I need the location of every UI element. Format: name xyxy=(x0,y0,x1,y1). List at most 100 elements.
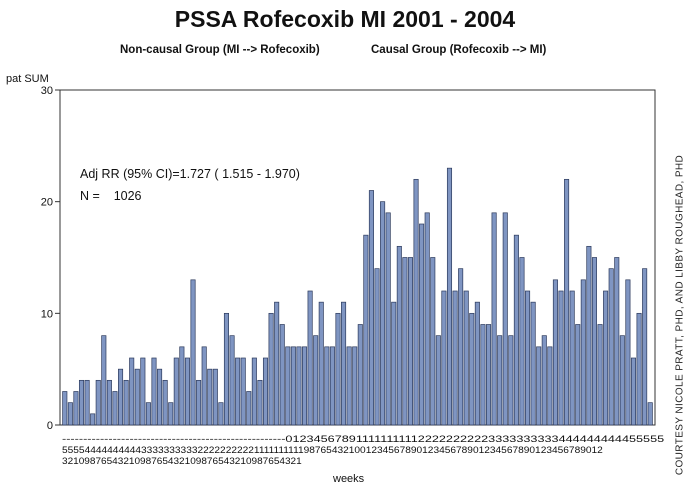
bar xyxy=(463,290,469,426)
bar xyxy=(380,201,386,426)
bar xyxy=(262,357,269,426)
bar xyxy=(67,402,73,426)
bar xyxy=(134,368,140,426)
bar xyxy=(647,402,653,426)
bar xyxy=(78,379,85,426)
bar xyxy=(608,268,614,426)
bar xyxy=(123,379,129,426)
bar xyxy=(558,290,564,426)
bar xyxy=(95,379,101,426)
bar xyxy=(290,346,296,426)
bar xyxy=(352,346,358,426)
bar xyxy=(313,335,319,426)
bar xyxy=(101,335,107,426)
bar xyxy=(218,402,224,426)
bar xyxy=(368,190,374,426)
bar xyxy=(385,212,391,426)
bar xyxy=(223,312,230,426)
annotation-adj-rr: Adj RR (95% CI)=1.727 ( 1.515 - 1.970) xyxy=(80,167,300,181)
bar xyxy=(435,335,441,426)
y-axis-label: pat SUM xyxy=(6,73,49,85)
bar xyxy=(502,212,508,426)
x-axis-label: weeks xyxy=(333,473,365,485)
bar xyxy=(419,223,425,426)
bar xyxy=(279,324,285,426)
bar xyxy=(536,346,542,426)
bar xyxy=(630,357,637,426)
bar xyxy=(307,290,313,426)
bar xyxy=(73,391,79,426)
bar xyxy=(240,357,246,426)
bar xyxy=(547,346,553,426)
bar xyxy=(168,402,174,426)
bar xyxy=(413,178,419,426)
bar xyxy=(614,257,620,426)
bar xyxy=(569,290,575,426)
bar xyxy=(335,312,341,426)
bar xyxy=(302,346,308,426)
bar xyxy=(396,245,402,426)
bar xyxy=(112,391,118,426)
bar xyxy=(580,279,586,426)
bar xyxy=(341,301,347,426)
bar xyxy=(591,257,597,426)
x-tick-labels-row: 3210987654321098765432109876543210987654… xyxy=(62,456,302,466)
bar xyxy=(151,357,157,426)
bar xyxy=(357,324,363,426)
annotation-n: N = 1026 xyxy=(80,189,142,203)
bar xyxy=(363,234,369,426)
bar xyxy=(190,279,196,426)
bar xyxy=(285,346,291,426)
bar xyxy=(430,257,436,426)
chart-title: PSSA Rofecoxib MI 2001 - 2004 xyxy=(174,6,516,32)
bar xyxy=(497,335,503,426)
y-tick-label: 0 xyxy=(47,420,53,432)
bar xyxy=(129,357,135,426)
bar xyxy=(480,324,486,426)
bar xyxy=(642,268,648,426)
bar xyxy=(246,391,252,426)
bar xyxy=(173,357,179,426)
bar xyxy=(162,379,168,426)
bar xyxy=(257,379,263,426)
bar xyxy=(179,346,185,426)
bar xyxy=(530,301,536,426)
bar xyxy=(212,368,218,426)
bar xyxy=(84,379,90,426)
bar xyxy=(274,301,280,426)
bar xyxy=(296,346,302,426)
bar xyxy=(90,413,96,426)
bar xyxy=(407,257,413,426)
bar xyxy=(491,212,497,426)
bar xyxy=(452,290,458,426)
bar xyxy=(603,290,609,426)
bar xyxy=(625,279,631,426)
bar xyxy=(268,312,274,426)
bar xyxy=(586,245,592,426)
bar xyxy=(106,379,112,426)
bar xyxy=(424,212,430,426)
bar xyxy=(145,402,151,426)
bar xyxy=(329,346,335,426)
bar xyxy=(374,268,380,426)
bar xyxy=(157,368,163,426)
bar xyxy=(318,301,324,426)
y-tick-label: 30 xyxy=(41,85,53,97)
bar xyxy=(62,391,68,426)
bar xyxy=(508,335,514,426)
bar xyxy=(552,279,558,426)
bar xyxy=(636,312,642,426)
bar xyxy=(196,379,202,426)
bar xyxy=(229,335,235,426)
bar xyxy=(469,312,475,426)
bar xyxy=(118,368,124,426)
bar xyxy=(525,290,531,426)
x-tick-labels-row: ----------------------------------------… xyxy=(62,434,664,444)
subtitle-causal: Causal Group (Rofecoxib --> MI) xyxy=(371,44,547,56)
x-tick-labels-row: 5555444444444433333333332222222222111111… xyxy=(62,445,603,455)
y-tick-label: 20 xyxy=(41,197,53,209)
bar xyxy=(201,346,207,426)
bar xyxy=(402,257,408,426)
bar xyxy=(207,368,213,426)
